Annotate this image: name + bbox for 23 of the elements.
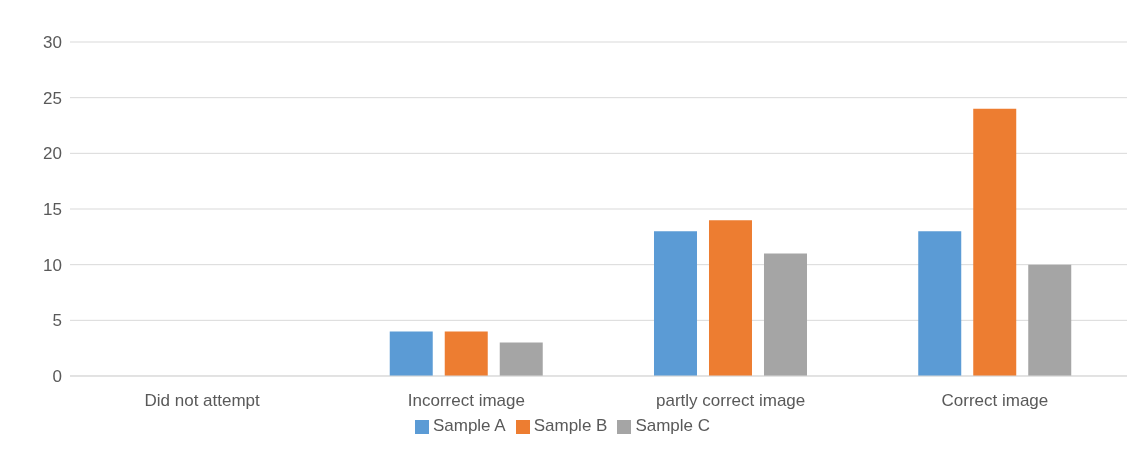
bar (499, 342, 543, 376)
bar (1028, 264, 1072, 376)
bar (653, 231, 697, 376)
legend-label: Sample A (432, 416, 506, 435)
y-tick-label: 30 (43, 33, 62, 53)
bar (973, 108, 1017, 376)
bar (708, 220, 752, 376)
y-tick-label: 10 (43, 255, 62, 275)
x-tick-label: partly correct image (655, 391, 806, 411)
x-tick-label: Incorrect image (407, 391, 525, 411)
x-tick-label: Did not attempt (144, 391, 261, 411)
bar (763, 253, 807, 376)
legend-label: Sample B (533, 416, 608, 435)
y-tick-label: 5 (52, 311, 62, 331)
y-tick-label: 0 (52, 367, 62, 387)
y-tick-label: 25 (43, 88, 62, 108)
bar (918, 231, 962, 376)
bar (389, 331, 433, 376)
legend-label: Sample C (635, 416, 711, 435)
bar (444, 331, 488, 376)
y-tick-label: 20 (43, 144, 62, 164)
y-tick-label: 15 (43, 200, 62, 220)
x-tick-label: Correct image (941, 391, 1049, 411)
